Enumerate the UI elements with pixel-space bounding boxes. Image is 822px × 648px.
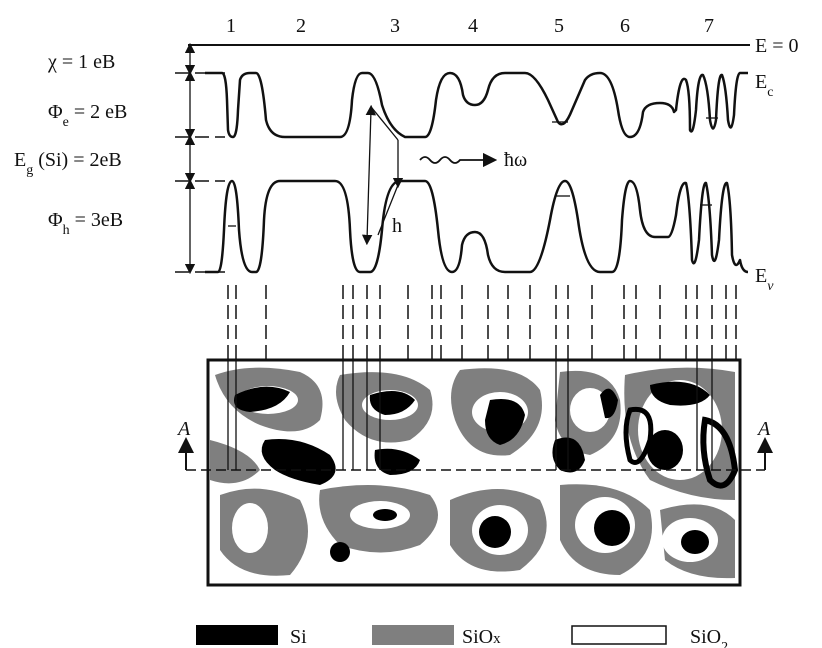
symbol: E	[755, 265, 767, 287]
subscript: v	[767, 279, 774, 294]
legend-label: SiO2	[690, 626, 728, 648]
legend-swatch	[372, 625, 454, 645]
subscript: h	[63, 223, 70, 238]
legend-subscript: 2	[721, 640, 728, 648]
value: (Si) = 2eB	[33, 149, 122, 171]
value: = 2 eB	[69, 101, 128, 123]
valence-band	[205, 179, 749, 274]
structure-map: A A	[176, 358, 773, 587]
vacuum-label: E = 0	[755, 35, 799, 57]
subscript: e	[63, 115, 69, 130]
relaxation-line	[371, 107, 399, 141]
eg-label: Eg (Si) = 2eB	[14, 149, 122, 178]
map-frame	[206, 358, 742, 587]
legend-label: Si	[290, 626, 307, 648]
legend-label: SiOx	[462, 626, 501, 648]
region-number: 5	[554, 15, 564, 37]
transition-arrow	[361, 104, 377, 246]
symbol: E	[14, 149, 26, 171]
phi-h-label: Φh = 3eB	[48, 209, 123, 238]
photon-label: ħω	[504, 149, 527, 171]
section-label: A	[756, 418, 771, 440]
value: = 3eB	[70, 209, 124, 231]
legend-text: Si	[290, 626, 307, 648]
region-number: 6	[620, 15, 630, 37]
subscript: g	[26, 163, 33, 178]
legend-text: SiO	[462, 626, 493, 648]
ev-label: Ev	[755, 265, 774, 294]
level-markers	[175, 42, 225, 275]
symbol: Φ	[48, 209, 63, 231]
region-number: 4	[468, 15, 478, 37]
legend-subscript: x	[493, 631, 501, 647]
region-number: 1	[226, 15, 236, 37]
si-regions	[234, 381, 739, 562]
symbol: E	[755, 71, 767, 93]
conduction-band	[205, 71, 748, 139]
section-label: A	[176, 418, 191, 440]
region-number: 3	[390, 15, 400, 37]
hole-relaxation	[377, 184, 399, 236]
region-number: 2	[296, 15, 306, 37]
legend-text: SiO	[690, 626, 721, 648]
subscript: c	[767, 85, 773, 100]
legend-swatch	[196, 625, 278, 645]
legend-swatch	[571, 625, 667, 645]
region-numbers: 1 2 3 4 5 6 7	[226, 15, 714, 37]
region-cut-lines	[227, 360, 713, 470]
symbol: Φ	[48, 101, 63, 123]
chi-label: χ = 1 eB	[47, 51, 115, 73]
hole-label: h	[392, 215, 402, 237]
photon-arrow	[419, 152, 498, 168]
region-number: 7	[704, 15, 714, 37]
ec-label: Ec	[755, 71, 773, 100]
legend: Si SiOx SiO2	[196, 625, 728, 648]
phi-e-label: Φe = 2 eB	[48, 101, 127, 130]
